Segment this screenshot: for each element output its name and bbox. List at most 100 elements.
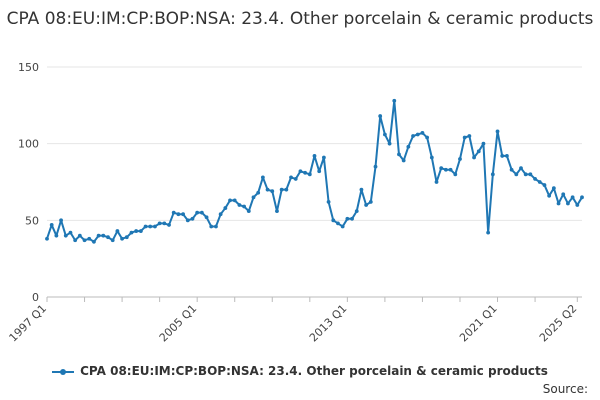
data-point bbox=[129, 230, 134, 235]
data-point bbox=[453, 172, 458, 177]
data-point bbox=[171, 210, 176, 215]
data-point bbox=[359, 187, 364, 192]
data-point bbox=[157, 221, 162, 226]
data-point bbox=[312, 154, 317, 158]
data-point bbox=[223, 206, 228, 210]
y-tick-label: 150 bbox=[18, 61, 39, 74]
data-point bbox=[260, 175, 265, 180]
data-point bbox=[458, 157, 462, 161]
data-point bbox=[551, 186, 556, 191]
data-point bbox=[444, 167, 448, 172]
data-point bbox=[528, 172, 533, 177]
data-point bbox=[495, 129, 500, 134]
data-point bbox=[77, 233, 82, 238]
data-point bbox=[242, 204, 247, 209]
gridlines bbox=[47, 66, 582, 298]
data-point bbox=[45, 236, 49, 241]
data-point bbox=[237, 203, 242, 207]
data-point bbox=[476, 149, 481, 154]
data-point bbox=[138, 229, 143, 233]
data-point bbox=[307, 172, 312, 177]
legend-label: CPA 08:EU:IM:CP:BOP:NSA: 23.4. Other por… bbox=[80, 364, 548, 378]
data-point bbox=[415, 132, 420, 137]
data-point bbox=[120, 236, 124, 241]
data-point bbox=[270, 189, 275, 194]
data-point bbox=[284, 187, 289, 192]
y-tick-label: 0 bbox=[32, 291, 39, 304]
data-point bbox=[500, 154, 505, 158]
data-point bbox=[397, 152, 401, 157]
data-point bbox=[73, 238, 78, 243]
data-point bbox=[92, 239, 96, 244]
data-point bbox=[195, 210, 200, 215]
data-point bbox=[204, 215, 209, 220]
data-point bbox=[429, 155, 434, 160]
data-point bbox=[54, 233, 59, 238]
data-point bbox=[303, 170, 308, 175]
data-point bbox=[425, 135, 430, 140]
data-point bbox=[345, 216, 350, 221]
data-point bbox=[326, 200, 331, 204]
legend-swatch bbox=[52, 366, 75, 378]
data-point bbox=[228, 198, 232, 203]
data-point bbox=[68, 230, 73, 235]
data-point bbox=[106, 235, 110, 240]
data-point bbox=[439, 166, 444, 171]
data-point bbox=[298, 169, 303, 174]
data-point bbox=[115, 229, 120, 233]
data-point bbox=[364, 203, 369, 207]
data-point bbox=[317, 169, 322, 174]
data-point bbox=[63, 233, 68, 238]
data-point bbox=[162, 221, 167, 226]
data-point bbox=[467, 134, 472, 138]
data-point bbox=[185, 218, 190, 223]
x-tick-label: 2005 Q1 bbox=[157, 302, 200, 345]
data-point bbox=[387, 141, 392, 146]
data-point bbox=[373, 164, 378, 169]
data-point bbox=[167, 223, 171, 227]
data-point bbox=[214, 224, 218, 229]
data-point bbox=[406, 144, 411, 149]
data-point bbox=[59, 218, 63, 223]
data-point bbox=[382, 132, 387, 137]
source-label: Source: bbox=[542, 382, 588, 396]
data-point bbox=[378, 114, 383, 118]
data-point bbox=[321, 155, 326, 160]
data-point bbox=[251, 195, 256, 200]
data-point bbox=[181, 212, 185, 217]
data-point bbox=[176, 212, 181, 217]
data-point bbox=[289, 175, 293, 180]
data-point bbox=[148, 224, 153, 229]
data-point bbox=[547, 193, 552, 198]
axes: 0 50 100 150 1997 Q1 2005 Q1 2013 Q1 2021 Q1 202… bbox=[7, 61, 580, 344]
data-point bbox=[575, 203, 580, 207]
data-point bbox=[350, 216, 354, 221]
legend: CPA 08:EU:IM:CP:BOP:NSA: 23.4. Other por… bbox=[0, 364, 600, 378]
data-point bbox=[514, 172, 519, 177]
data-point bbox=[368, 200, 373, 204]
data-point bbox=[110, 238, 115, 243]
series-marks bbox=[45, 98, 584, 244]
data-point bbox=[481, 141, 486, 146]
data-point bbox=[153, 224, 157, 229]
data-point bbox=[542, 183, 547, 187]
data-point bbox=[486, 230, 491, 235]
data-point bbox=[190, 216, 195, 221]
y-tick-label: 50 bbox=[25, 214, 39, 227]
data-point bbox=[392, 98, 397, 103]
data-point bbox=[279, 187, 284, 192]
data-point bbox=[580, 195, 584, 200]
data-point bbox=[331, 218, 336, 223]
data-point bbox=[570, 195, 575, 200]
data-point bbox=[246, 209, 251, 214]
x-tick-label: 1997 Q1 bbox=[7, 302, 50, 345]
data-point bbox=[218, 212, 223, 217]
data-point bbox=[472, 155, 476, 160]
data-point bbox=[124, 235, 129, 240]
data-point bbox=[293, 177, 298, 181]
data-point bbox=[209, 224, 214, 229]
chart-title: CPA 08:EU:IM:CP:BOP:NSA: 23.4. Other por… bbox=[6, 9, 594, 29]
data-point bbox=[49, 223, 54, 227]
x-tick-label: 2025 Q2 bbox=[537, 302, 580, 345]
